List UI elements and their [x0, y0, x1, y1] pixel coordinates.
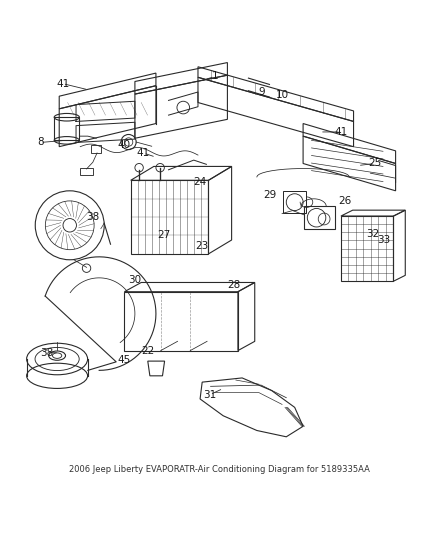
Text: 38: 38 [86, 212, 99, 222]
Text: 33: 33 [378, 235, 391, 245]
Text: 28: 28 [227, 280, 240, 290]
Text: 26: 26 [339, 196, 352, 206]
Text: 41: 41 [137, 148, 150, 158]
Text: 38: 38 [40, 348, 53, 358]
Text: 31: 31 [203, 390, 216, 400]
Text: 2006 Jeep Liberty EVAPORATR-Air Conditioning Diagram for 5189335AA: 2006 Jeep Liberty EVAPORATR-Air Conditio… [69, 465, 369, 474]
Text: 45: 45 [118, 355, 131, 365]
Text: 41: 41 [56, 78, 69, 88]
Text: 29: 29 [263, 190, 276, 200]
Text: 41: 41 [334, 127, 348, 137]
Text: 10: 10 [276, 90, 289, 100]
Text: 24: 24 [194, 177, 207, 188]
Text: 22: 22 [141, 345, 154, 356]
Text: 8: 8 [37, 138, 44, 148]
Text: 9: 9 [258, 86, 265, 96]
Text: 32: 32 [366, 229, 379, 239]
Text: 1: 1 [212, 71, 218, 82]
Text: 23: 23 [195, 241, 209, 252]
Text: 40: 40 [118, 140, 131, 150]
Text: 25: 25 [368, 158, 381, 168]
Text: 30: 30 [128, 275, 141, 285]
Text: 27: 27 [158, 230, 171, 240]
